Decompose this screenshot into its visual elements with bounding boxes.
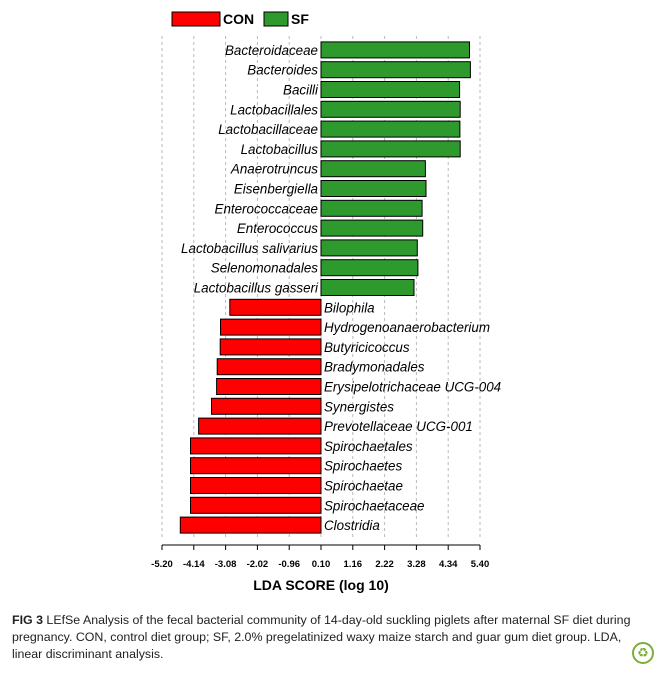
x-tick-label: -5.20 (151, 559, 173, 570)
bar-label: Spirochaetae (324, 479, 403, 494)
bar-label: Synergistes (324, 399, 394, 414)
bar-label: Spirochaetaceae (324, 498, 425, 513)
bar (320, 41, 470, 59)
bar-label: Enterococcus (237, 221, 318, 236)
x-tick-label: 5.40 (471, 559, 490, 570)
bar (190, 457, 322, 475)
bar-label: Bacilli (283, 83, 319, 98)
x-tick-label: 3.28 (407, 559, 426, 570)
bar (320, 259, 419, 277)
bar-label: Bilophila (324, 300, 375, 315)
bar-label: Enterococcaceae (215, 201, 318, 216)
bar (320, 100, 461, 118)
x-axis-title: LDA SCORE (log 10) (253, 577, 389, 593)
bar-label: Lactobacillales (230, 102, 318, 117)
x-tick-label: -2.02 (247, 559, 269, 570)
bar (216, 358, 322, 376)
figure-caption: FIG 3 LEfSe Analysis of the fecal bacter… (12, 612, 652, 663)
bar (179, 516, 322, 534)
bar-label: Lactobacillus salivarius (181, 241, 318, 256)
bar-label: Selenomonadales (211, 261, 319, 276)
caption-label: FIG 3 (12, 613, 43, 627)
bar-label: Prevotellaceae UCG-001 (324, 419, 473, 434)
bar-label: Lactobacillus gasseri (194, 281, 319, 296)
bar-label: Spirochaetales (324, 439, 413, 454)
bar (216, 378, 322, 395)
bar (320, 180, 427, 197)
bar (320, 219, 424, 237)
bar-label: Eisenbergiella (234, 182, 318, 197)
legend-swatch (263, 11, 289, 27)
x-tick-label: 0.10 (312, 559, 331, 570)
bar (320, 81, 461, 98)
bar-label: Bradymonadales (324, 360, 425, 375)
bar (211, 397, 322, 415)
x-tick-label: -3.08 (215, 559, 237, 570)
bar-label: Bacteroides (247, 63, 318, 78)
bar (320, 120, 461, 138)
leaf-icon: ♻ (632, 642, 654, 664)
x-tick-label: 1.16 (344, 559, 363, 570)
x-tick-label: -0.96 (278, 559, 300, 570)
bar (190, 496, 322, 514)
bar (320, 279, 415, 296)
bar-label: Clostridia (324, 518, 380, 533)
bar (320, 239, 418, 257)
legend-label: CON (223, 11, 254, 27)
bar (320, 140, 461, 158)
bar-label: Spirochaetes (324, 459, 402, 474)
bar-label: Anaerotruncus (230, 162, 318, 177)
bar (190, 477, 322, 494)
bar-label: Hydrogenoanaerobacterium (324, 320, 490, 335)
bar-label: Erysipelotrichaceae UCG-004 (324, 380, 501, 395)
lefse-chart: Bacteroidaceae Bacteroides Bacilli Lactobac… (151, 11, 501, 593)
bar (229, 298, 322, 316)
x-tick-label: 2.22 (375, 559, 394, 570)
bar-label: Bacteroidaceae (225, 43, 318, 58)
x-tick-label: 4.34 (439, 559, 458, 570)
bar (198, 417, 322, 435)
caption-text: LEfSe Analysis of the fecal bacterial co… (12, 613, 631, 661)
bar-label: Butyricicoccus (324, 340, 410, 355)
bar-label: Lactobacillaceae (218, 122, 318, 137)
legend-label: SF (291, 11, 309, 27)
bar-label: Lactobacillus (241, 142, 319, 157)
legend-swatch (171, 11, 221, 27)
x-tick-label: -4.14 (183, 559, 205, 570)
bar (219, 338, 322, 356)
bar (320, 199, 423, 217)
bar (320, 61, 471, 79)
bar (220, 318, 322, 336)
bar (190, 437, 322, 455)
bar (320, 160, 426, 178)
